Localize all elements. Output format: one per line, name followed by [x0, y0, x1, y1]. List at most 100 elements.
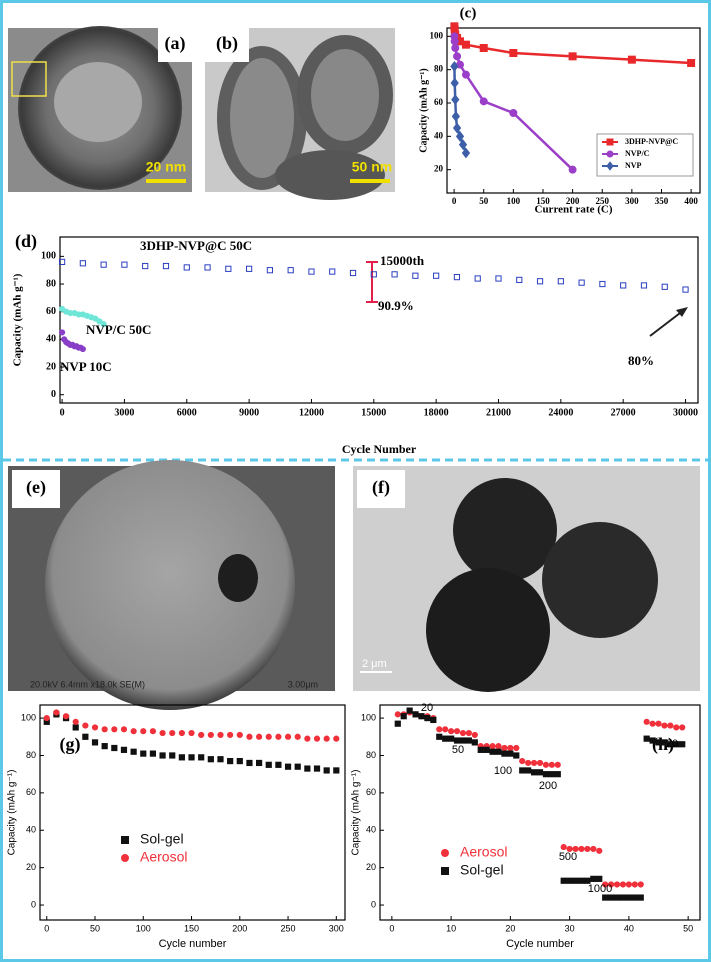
marker — [111, 744, 118, 752]
marker — [236, 731, 243, 739]
x-tick-label: 150 — [184, 923, 199, 933]
marker — [519, 767, 526, 774]
marker — [400, 713, 407, 720]
x-tick-label: 100 — [136, 923, 151, 933]
marker — [451, 44, 460, 52]
x-tick-label: 0 — [60, 407, 65, 418]
marker — [525, 767, 532, 774]
marker — [530, 769, 538, 776]
marker — [519, 757, 526, 765]
marker — [667, 741, 674, 748]
x-tick-label: 300 — [625, 196, 639, 206]
marker — [236, 757, 243, 765]
marker — [323, 767, 330, 774]
marker — [459, 737, 467, 744]
marker — [461, 147, 471, 159]
marker — [308, 268, 315, 275]
marker — [513, 744, 520, 752]
x-tick-label: 400 — [684, 196, 698, 206]
marker — [169, 752, 176, 759]
x-axis-label: Current rate (C) — [535, 204, 613, 216]
x-tick-label: 350 — [655, 196, 669, 206]
marker — [679, 724, 686, 731]
y-tick-label: 100 — [361, 712, 376, 722]
marker — [673, 741, 680, 748]
annotation: 500 — [559, 851, 577, 863]
marker — [101, 726, 108, 733]
series-label: NVP/C 50C — [86, 322, 151, 337]
annotation: 20 — [666, 738, 678, 750]
marker — [682, 286, 689, 293]
x-tick-label: 9000 — [239, 407, 259, 418]
marker — [608, 881, 615, 888]
marker — [479, 44, 488, 52]
marker — [204, 264, 211, 271]
marker — [406, 707, 413, 714]
x-tick-label: 3000 — [114, 407, 134, 418]
marker — [516, 276, 523, 283]
annotation: 50 — [452, 744, 464, 756]
marker — [453, 728, 461, 735]
marker — [159, 752, 166, 759]
marker — [111, 726, 118, 733]
y-tick-label: 0 — [51, 389, 56, 400]
annotation: 100 — [494, 765, 512, 777]
marker — [507, 744, 514, 752]
x-tick-label: 200 — [232, 923, 247, 933]
y-tick-label: 100 — [430, 30, 444, 40]
annotation: 20 — [421, 702, 433, 714]
marker — [557, 278, 564, 285]
marker — [640, 282, 648, 289]
marker — [568, 165, 577, 174]
marker — [188, 754, 195, 761]
marker — [142, 262, 149, 270]
marker — [284, 763, 292, 770]
y-tick-label: 80 — [366, 750, 376, 760]
marker — [43, 714, 50, 722]
image-e: (e) 20.0kV 6.4mm x18.0k SE(M) 3.00μm — [8, 460, 335, 710]
marker — [661, 283, 668, 290]
image-footer: 20.0kV 6.4mm x18.0k SE(M) — [30, 679, 145, 689]
marker — [58, 305, 66, 313]
y-tick-label: 60 — [366, 787, 376, 797]
marker — [441, 867, 449, 875]
y-tick-label: 40 — [26, 825, 36, 835]
y-tick-label: 20 — [434, 164, 444, 174]
marker — [572, 845, 579, 853]
x-tick-label: 200 — [566, 196, 580, 206]
panel-label: (a) — [165, 33, 186, 54]
marker — [329, 268, 336, 275]
scale-bar-label: 20 nm — [146, 159, 186, 175]
marker — [451, 110, 461, 122]
y-tick-label: 20 — [366, 862, 376, 872]
marker — [637, 894, 644, 901]
marker — [169, 729, 176, 737]
marker — [548, 761, 555, 768]
marker — [679, 741, 686, 748]
marker — [58, 258, 66, 265]
marker — [430, 716, 437, 724]
marker — [554, 761, 561, 768]
y-tick-label: 0 — [31, 899, 36, 909]
marker — [394, 711, 401, 718]
marker — [560, 877, 567, 884]
marker — [602, 881, 609, 888]
marker — [284, 733, 292, 740]
marker — [294, 733, 301, 740]
marker — [227, 757, 234, 765]
marker — [53, 709, 60, 716]
marker — [572, 877, 579, 884]
marker — [643, 735, 650, 742]
d-decoration — [366, 261, 688, 337]
marker — [620, 282, 627, 289]
plot-frame — [379, 704, 701, 921]
x-tick-label: 50 — [683, 923, 693, 933]
marker — [140, 728, 147, 735]
marker — [602, 894, 609, 901]
image-f: (f) 2 μm — [353, 466, 700, 692]
scale-bar-label: 2 μm — [362, 658, 387, 670]
marker — [448, 728, 455, 735]
scale-bar-label: 50 nm — [352, 159, 392, 175]
marker — [304, 765, 311, 772]
